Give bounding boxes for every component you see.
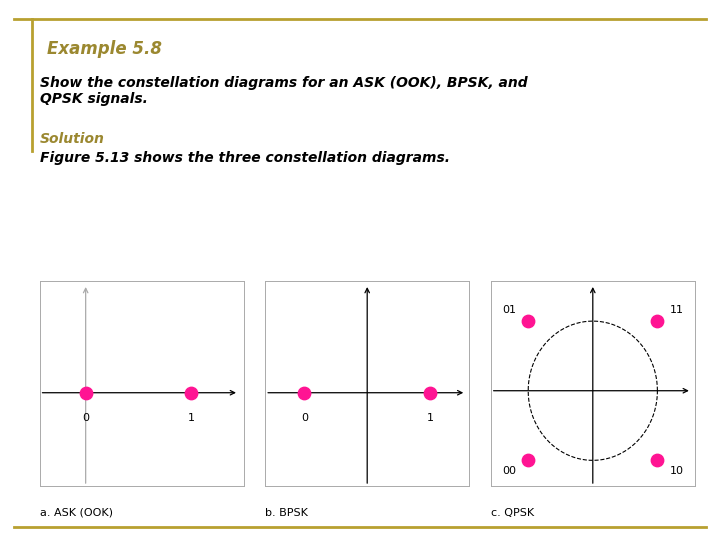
Text: 00: 00 xyxy=(502,466,516,476)
Point xyxy=(523,456,534,464)
Text: a. ASK (OOK): a. ASK (OOK) xyxy=(40,508,112,518)
Point xyxy=(424,388,436,397)
Point xyxy=(299,388,310,397)
Text: 01: 01 xyxy=(502,305,516,315)
Text: 11: 11 xyxy=(670,305,684,315)
Text: 0: 0 xyxy=(301,413,308,423)
Text: Example 5.8: Example 5.8 xyxy=(47,40,162,58)
Point xyxy=(523,317,534,326)
Text: Show the constellation diagrams for an ASK (OOK), BPSK, and
QPSK signals.: Show the constellation diagrams for an A… xyxy=(40,76,527,106)
Text: 10: 10 xyxy=(670,466,684,476)
Point xyxy=(80,388,91,397)
Text: 0: 0 xyxy=(82,413,89,423)
Text: Solution: Solution xyxy=(40,132,104,146)
Point xyxy=(185,388,197,397)
Point xyxy=(652,456,663,464)
Text: b. BPSK: b. BPSK xyxy=(265,508,308,518)
Text: Figure 5.13 shows the three constellation diagrams.: Figure 5.13 shows the three constellatio… xyxy=(40,151,449,165)
Text: 1: 1 xyxy=(426,413,433,423)
Point xyxy=(652,317,663,326)
Text: 1: 1 xyxy=(187,413,194,423)
Text: c. QPSK: c. QPSK xyxy=(491,508,534,518)
